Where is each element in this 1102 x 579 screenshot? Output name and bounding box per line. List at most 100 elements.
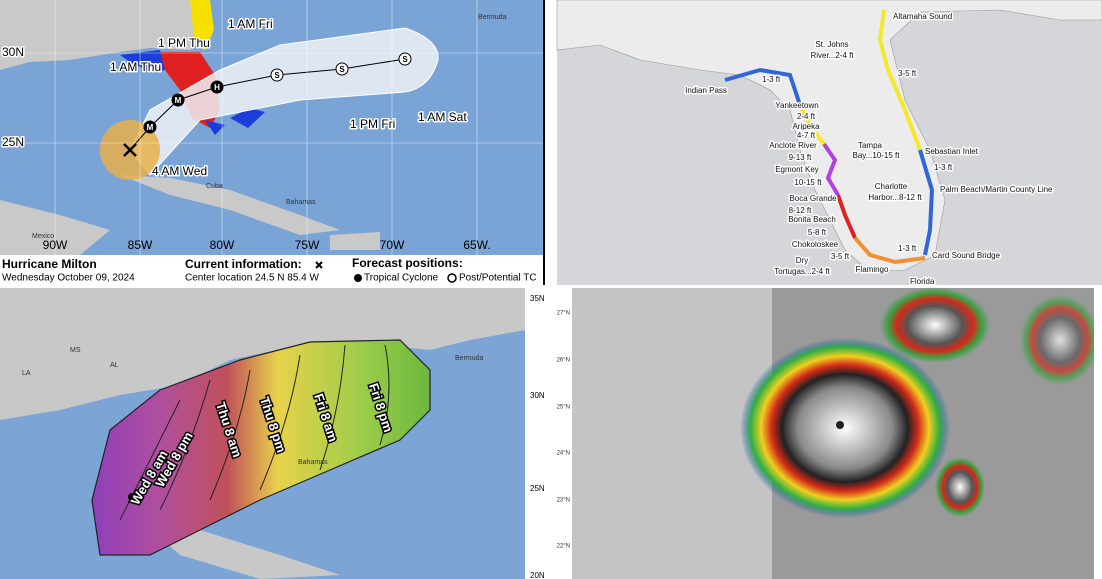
surge-label: Chokoloskee — [792, 240, 839, 249]
place-label: Bahamas — [286, 199, 316, 206]
surge-label: 5-8 ft — [808, 228, 827, 237]
lon-label: 85W — [128, 238, 153, 252]
watch-area — [205, 108, 265, 135]
lat-label: 24°N — [557, 451, 570, 457]
time-label: 1 AM Sat — [418, 110, 467, 124]
surge-coast — [822, 142, 840, 197]
surge-label: Harbor...8-12 ft — [868, 193, 922, 202]
forecast-cone — [91, 339, 431, 556]
surge-label: Bay...10-15 ft — [853, 151, 901, 160]
surge-label: 10-15 ft — [794, 178, 822, 187]
surge-label: River...2-4 ft — [810, 51, 854, 60]
surge-coast — [853, 236, 926, 265]
surge-label: Egmont Key — [775, 165, 819, 174]
lon-label: 70W — [380, 238, 405, 252]
surge-label: Bonita Beach — [788, 215, 836, 224]
lat-label: 27°N — [557, 311, 570, 317]
cuba — [120, 175, 340, 235]
surge-label: 4-7 ft — [797, 131, 816, 140]
land — [0, 0, 210, 70]
surge-label: Yankeetown — [775, 101, 818, 110]
time-label: 1 AM Fri — [228, 17, 273, 31]
legend-text: Center location 24.5 N 85.4 W — [185, 273, 320, 284]
storm-symbol — [128, 493, 136, 501]
place-label: AL — [110, 362, 119, 369]
time-label: 4 AM Wed — [152, 164, 207, 178]
legend-heading: Current information: — [185, 257, 302, 271]
lat-label: 30N — [530, 391, 545, 400]
colorbar — [1094, 288, 1102, 579]
lat-label: 23°N — [557, 498, 570, 504]
surge-label: Aripeka — [792, 122, 820, 131]
lat-label: 25N — [530, 484, 545, 493]
current-center — [123, 143, 137, 157]
surge-label: Sebastian Inlet — [925, 147, 979, 156]
legend-heading: Forecast positions: — [352, 256, 463, 270]
position-marker — [143, 120, 157, 134]
surge-label: Flamingo — [856, 265, 889, 274]
surge-label: Card Sound Bridge — [932, 251, 1001, 260]
surge-label: Palm Beach/Martin County Line — [940, 185, 1053, 194]
map-date: Wednesday October 09, 2024 — [2, 273, 135, 284]
graticule — [0, 0, 543, 255]
lat-label: 20N — [530, 571, 545, 579]
surge-label: Florida — [910, 277, 935, 286]
lon-label: 65W. — [463, 238, 490, 252]
place-label: Bahamas — [298, 459, 328, 466]
marker-letter: M — [175, 96, 182, 105]
surge-label: St. Johns — [815, 40, 848, 49]
marker-letter: H — [214, 83, 220, 92]
legend-text: Post/Potential TC — [459, 273, 537, 284]
track-map — [0, 0, 543, 255]
surge-label: 2-4 ft — [797, 112, 816, 121]
eye — [836, 421, 844, 429]
marker-letter: S — [274, 71, 280, 80]
hurricane-core — [740, 338, 950, 518]
land — [0, 288, 525, 420]
watch-area — [190, 0, 214, 50]
surge-coast — [877, 9, 922, 151]
surge-label: Anclote River — [769, 141, 817, 150]
legend-text: Tropical Cyclone — [364, 273, 439, 284]
marker-letter: S — [339, 65, 345, 74]
surge-label: Tortugas...2-4 ft — [774, 267, 830, 276]
surge-label: 9-13 ft — [789, 153, 812, 162]
time-label: 1 AM Thu — [110, 60, 161, 74]
surge-coast — [918, 149, 935, 256]
place-label: Cuba — [206, 183, 223, 190]
legend-symbol — [354, 274, 362, 282]
lat-label: 25N — [2, 135, 24, 149]
land — [0, 200, 380, 255]
lat-label: 30N — [2, 45, 24, 59]
surge-label: 1-3 ft — [762, 75, 781, 84]
forecast-cone — [129, 27, 439, 176]
surge-coast — [798, 104, 826, 146]
satellite — [572, 287, 1102, 579]
surge-label: 8-12 ft — [789, 206, 812, 215]
surge-coast — [724, 67, 802, 106]
land — [556, 0, 1102, 273]
legend-symbol — [447, 273, 457, 283]
convection — [880, 287, 990, 363]
axis-strip — [525, 288, 545, 579]
legend-symbol — [315, 261, 323, 269]
position-marker — [210, 80, 224, 94]
surge-label: Dry — [796, 256, 808, 265]
lon-label: 75W — [295, 238, 320, 252]
position-marker — [171, 93, 185, 107]
place-label: LA — [22, 370, 31, 377]
lon-label: 80W — [210, 238, 235, 252]
convection — [1020, 295, 1100, 385]
position-marker — [335, 62, 349, 76]
lat-label: 35N — [530, 294, 545, 303]
marker-letter: S — [402, 55, 408, 64]
time-label: 1 PM Fri — [350, 117, 395, 131]
marker-letter: M — [147, 123, 154, 132]
place-label: Bermuda — [455, 355, 484, 362]
surge-label: 1-3 ft — [934, 163, 953, 172]
position-marker — [398, 52, 412, 66]
cone-map — [0, 288, 525, 579]
surge-label: Charlotte — [875, 182, 908, 191]
surge-label: Altamaha Sound — [893, 12, 952, 21]
